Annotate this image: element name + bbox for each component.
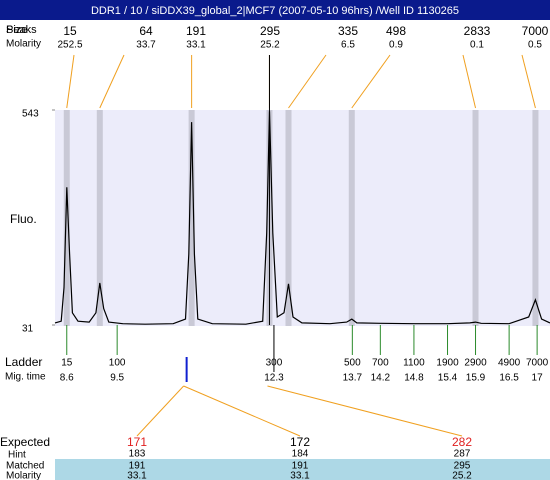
expected-value: 172 [290,435,310,449]
expected-value: 171 [127,435,147,449]
matched-band [55,459,550,480]
peak-size: 7000 [522,24,549,38]
row-label: Molarity [6,471,41,480]
peak-molarity: 0.9 [389,40,403,51]
y-axis-label: Fluo. [10,212,37,226]
ladder-time: 13.7 [343,373,363,384]
peak-molarity: 6.5 [341,40,355,51]
ladder-time: 8.6 [60,373,74,384]
peak-connector [288,54,327,109]
ladder-size: 1100 [403,358,425,369]
matched-value: 191 [129,461,146,472]
ladder-size: 700 [372,358,389,369]
molarity-value: 33.1 [127,471,147,480]
header-title: DDR1 / 10 / siDDX39_global_2|MCF7 (2007-… [91,5,459,17]
ladder-size: 7000 [526,358,549,369]
peak-molarity: 33.1 [186,40,206,51]
ladder-label: Ladder [5,355,42,369]
peak-molarity: 0.1 [470,40,484,51]
molarity-label: Molarity [6,39,41,50]
ladder-size: 15 [61,358,73,369]
peak-band [532,110,539,326]
ladder-size: 300 [266,358,283,369]
ladder-time: 9.5 [110,373,124,384]
match-connector [183,385,301,437]
molarity-value: 33.1 [290,471,310,480]
match-connector [136,385,184,437]
row-label: Expected [0,435,50,449]
matched-value: 191 [292,461,309,472]
header-bar [0,0,550,20]
y-tick-label: 31 [22,324,34,335]
peak-band [96,110,103,326]
ladder-size: 2900 [464,358,487,369]
trace [54,111,550,325]
peak-size: 191 [186,24,206,38]
peak-connector [462,54,477,109]
peak-molarity: 33.7 [136,40,156,51]
plot-area [55,110,550,326]
y-tick-label: 543 [22,109,39,120]
expected-value: 282 [452,435,472,449]
peak-size: 335 [338,24,358,38]
match-connector [267,385,463,437]
peaks-label: Peaks [6,24,37,36]
peak-band [63,110,70,326]
molarity-value: 25.2 [452,471,472,480]
hint-value: 183 [129,449,146,460]
peak-band [348,110,355,326]
peak-connector [521,54,536,109]
ladder-size: 100 [109,358,126,369]
ladder-size: 4900 [498,358,521,369]
peak-connector [66,54,75,109]
peak-size: 295 [260,24,280,38]
ladder-time: 14.2 [371,373,391,384]
ladder-time: 16.5 [499,373,519,384]
peak-size: 498 [386,24,406,38]
row-label: Hint [8,450,26,461]
ladder-time: 15.9 [466,373,486,384]
peak-molarity: 25.2 [260,40,280,51]
peak-size: 2833 [464,24,491,38]
peak-molarity: 0.5 [528,40,542,51]
peak-size: 64 [139,24,153,38]
row-label: Matched [6,461,44,472]
size-label: Size [6,24,27,36]
peak-size: 15 [63,24,77,38]
peak-molarity: 252.5 [57,40,82,51]
peak-band [285,110,292,326]
ladder-time: 15.4 [438,373,458,384]
peak-band [188,110,195,326]
ladder-time: 17 [532,373,544,384]
ladder-time: 14.8 [404,373,424,384]
matched-value: 295 [454,461,471,472]
ladder-time: 12.3 [264,373,284,384]
hint-value: 287 [454,449,471,460]
peak-band [472,110,479,326]
peak-connector [99,54,125,109]
mig-time-label: Mig. time [5,372,46,383]
ladder-size: 1900 [436,358,459,369]
hint-value: 184 [292,449,309,460]
peak-connector [351,54,391,109]
ladder-size: 500 [344,358,361,369]
